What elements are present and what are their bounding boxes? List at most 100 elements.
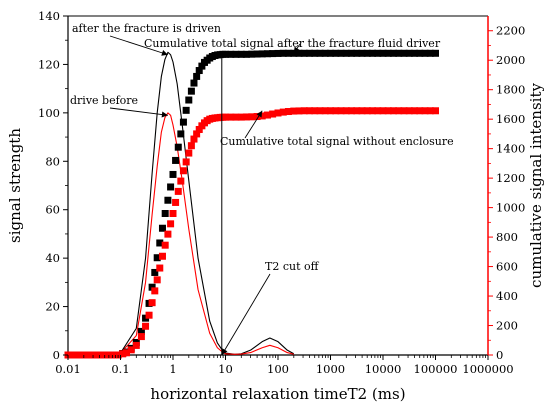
y-tick-label: 140 [38,9,60,23]
data-point [369,107,376,115]
data-point [151,268,159,276]
data-point [70,351,78,359]
data-point [311,49,319,57]
data-point [400,49,408,57]
y-tick-label: 0 [53,348,60,362]
data-point [179,118,187,126]
data-point [348,49,355,57]
data-point [169,170,177,178]
data-point [332,107,340,115]
data-point [305,49,313,57]
data-point [305,107,313,115]
y2-tick-label: 0 [496,348,503,362]
data-point [248,113,256,121]
data-point [227,50,235,58]
data-point [198,62,206,70]
data-point [374,49,382,57]
data-point [432,107,439,115]
data-point [242,50,250,58]
data-point [295,107,303,115]
data-point [253,50,261,58]
data-point [132,341,140,349]
data-point [390,49,397,57]
annotation-arrowhead [293,46,300,54]
data-point [82,351,90,359]
data-point [279,49,287,57]
y-tick-label: 100 [38,106,60,120]
data-point [253,113,261,121]
y2-tick-label: 200 [496,319,518,333]
data-point [227,113,235,121]
annotations-layer: after the fracture is driven Cumulative t… [70,22,454,356]
data-point [279,108,287,116]
annotation-arrowhead [256,110,263,118]
data-point [284,49,292,57]
data-point [369,49,376,57]
data-point [400,107,408,115]
data-point [237,50,245,58]
data-point [379,49,387,57]
axes-layer: 0.01 0.1 1 10 100 1000 10000 100000 100000002040… [38,9,525,376]
data-point [269,50,277,58]
annotation-arrow [221,273,271,356]
data-point [122,349,130,357]
data-point [263,111,271,119]
data-point [348,107,355,115]
data-point [327,107,334,115]
data-point [87,351,95,359]
data-point [76,351,84,359]
y2-tick-label: 2000 [496,53,525,67]
data-point [156,264,164,272]
data-point [222,50,229,58]
data-point [93,351,101,359]
annotation-label: Cumulative total signal without enclosur… [220,135,454,148]
chart-frame [67,15,489,356]
data-point [426,107,434,115]
data-point [185,96,193,104]
data-point [177,130,185,138]
y2-tick-label: 2200 [496,24,525,38]
annotation-label: after the fracture is driven [72,22,221,35]
data-point [379,107,387,115]
data-point [332,49,340,57]
data-point [295,49,303,57]
data-point [395,107,403,115]
data-point [182,106,190,114]
data-point [363,107,371,115]
x-tick-label: 10000 [365,362,402,376]
data-point [358,107,366,115]
data-point [421,49,429,57]
data-point [137,327,145,335]
data-point [395,49,403,57]
y-axis-title: signal strength [6,128,24,243]
data-point [158,252,166,260]
data-point [337,107,345,115]
data-point [274,49,282,57]
x-tick-label: 1000 [316,362,345,376]
annotation-label: T2 cut off [265,260,320,273]
data-point [169,210,177,217]
data-point [411,107,418,115]
data-point [300,49,308,57]
y2-tick-label: 600 [496,260,518,274]
data-point [300,107,308,115]
data-point [172,198,180,206]
data-point [172,156,180,164]
data-point [384,107,392,115]
data-point [187,142,195,150]
data-point [148,299,156,307]
data-point [353,107,361,115]
data-point [416,49,424,57]
y2-tick-label: 1800 [496,83,525,97]
y-tick-label: 40 [45,251,60,265]
annotation-arrow [109,107,168,116]
data-point [179,167,187,175]
data-point [405,107,413,115]
data-point [127,346,135,354]
data-point [321,49,329,57]
data-point [353,49,361,57]
data-point [158,224,166,232]
x-axis-title: horizontal relaxation timeT2 (ms) [150,385,405,403]
data-point [99,351,107,359]
